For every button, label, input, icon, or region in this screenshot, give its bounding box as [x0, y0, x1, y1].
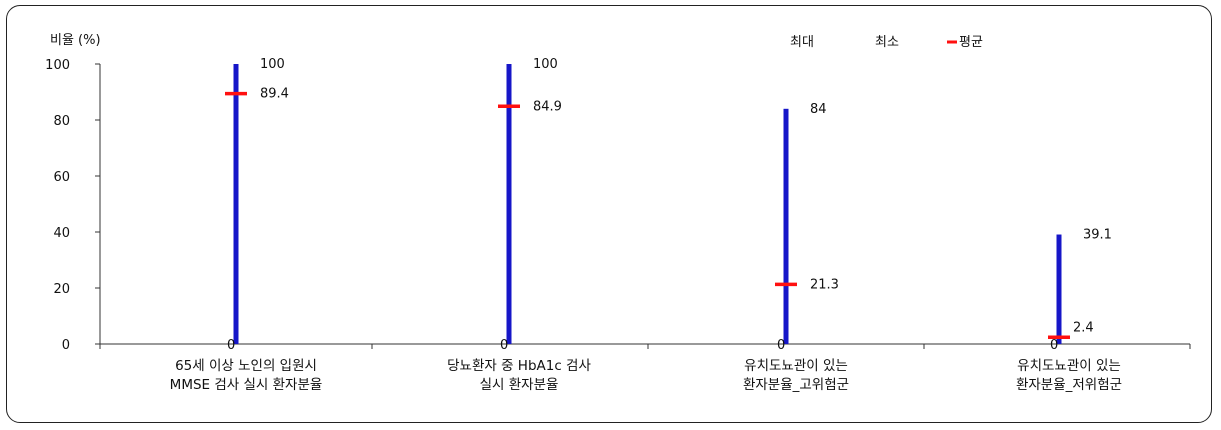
min-value-label: 0 — [777, 338, 785, 353]
range-bar — [1056, 234, 1062, 344]
axes: 0 20 40 60 80 100 65세 이상 노인의 입원시 MMSE 검사 실시 환자분… — [45, 58, 1191, 393]
y-tick-label: 60 — [53, 170, 70, 185]
category-label: 유치도뇨관이 있는 — [1017, 358, 1121, 374]
range-bar — [233, 64, 239, 344]
data-marks: 100 0 89.4 100 0 84.9 84 0 21.3 39.1 0 2.4 — [225, 57, 1112, 353]
category-label: 환자분율_고위험군 — [743, 377, 849, 393]
y-tick-label: 100 — [45, 58, 70, 73]
min-value-label: 0 — [227, 338, 235, 353]
y-tick-label: 40 — [53, 226, 70, 241]
mean-value-label: 89.4 — [260, 87, 289, 102]
range-bar — [506, 64, 512, 344]
max-value-label: 100 — [260, 57, 285, 72]
y-axis-title: 비율 (%) — [50, 33, 101, 48]
category-label: 환자분율_저위험군 — [1016, 377, 1122, 393]
min-value-label: 0 — [1050, 338, 1058, 353]
max-value-label: 84 — [810, 102, 827, 117]
max-value-label: 39.1 — [1083, 228, 1112, 243]
category-label: 당뇨환자 중 HbA1c 검사 — [447, 358, 591, 374]
category-label: 유치도뇨관이 있는 — [744, 358, 848, 374]
mean-value-label: 21.3 — [810, 277, 839, 292]
legend-min-label: 최소 — [875, 35, 899, 50]
range-bar — [783, 108, 789, 344]
max-value-label: 100 — [533, 57, 558, 72]
mean-value-label: 84.9 — [533, 99, 562, 114]
legend-max-label: 최대 — [790, 35, 814, 50]
y-tick-label: 0 — [62, 338, 70, 353]
mean-value-label: 2.4 — [1073, 320, 1094, 335]
category-label: MMSE 검사 실시 환자분율 — [170, 377, 323, 393]
min-value-label: 0 — [500, 338, 508, 353]
y-tick-label: 80 — [53, 114, 70, 129]
chart-frame — [6, 5, 1212, 423]
category-label: 실시 환자분율 — [480, 377, 559, 393]
y-tick-label: 20 — [53, 282, 70, 297]
legend-mean-label: 평균 — [959, 35, 983, 50]
category-label: 65세 이상 노인의 입원시 — [175, 358, 317, 374]
